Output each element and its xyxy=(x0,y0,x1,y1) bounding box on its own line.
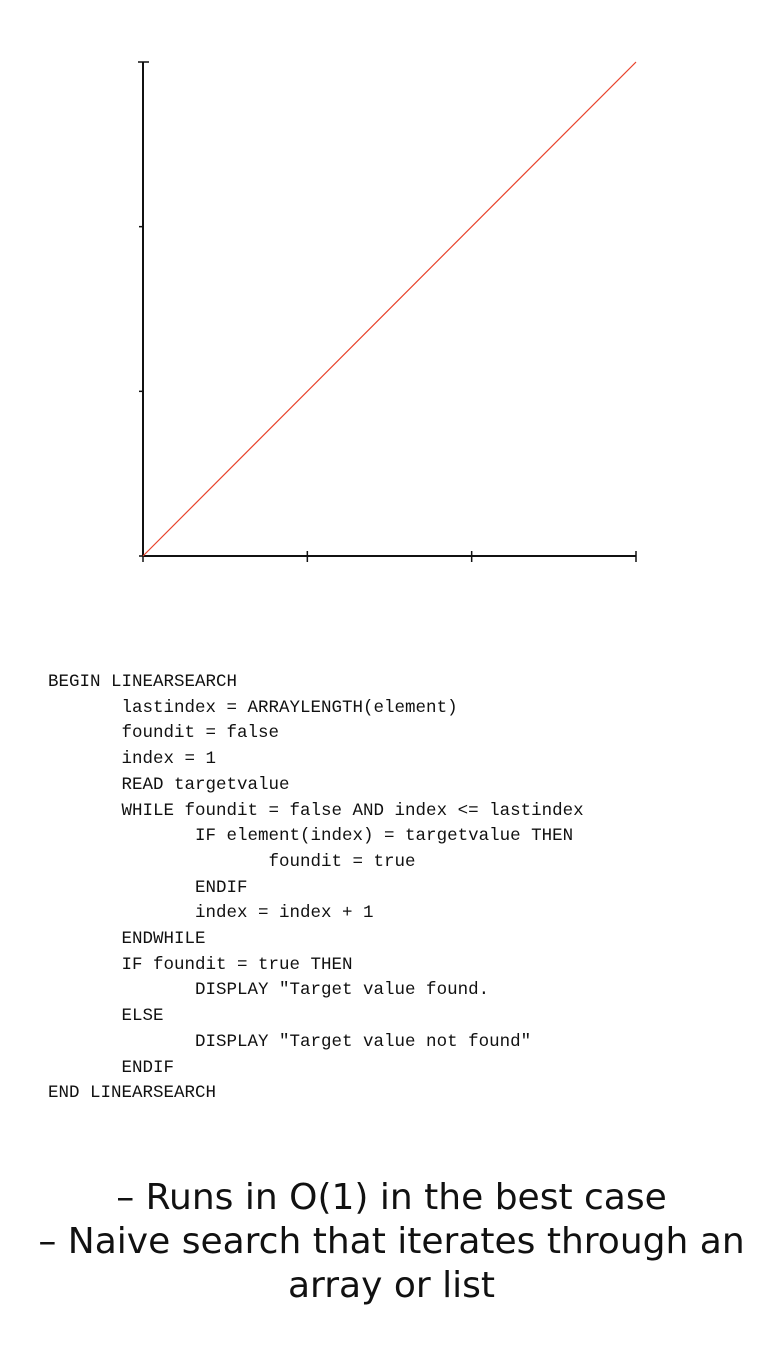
code-line: BEGIN LINEARSEARCH xyxy=(48,672,238,692)
code-line: ELSE xyxy=(48,1006,164,1027)
code-line: foundit = true xyxy=(48,851,416,872)
code-line: READ targetvalue xyxy=(48,774,290,795)
chart-ticks xyxy=(138,61,637,562)
note-naive-search: – Naive search that iterates through an xyxy=(38,1221,745,1262)
code-line: DISPLAY "Target value found. xyxy=(48,980,490,1001)
code-line: ENDWHILE xyxy=(48,929,206,950)
code-line: IF element(index) = targetvalue THEN xyxy=(48,826,574,847)
code-line: WHILE foundit = false AND index <= lasti… xyxy=(48,800,584,821)
code-line: lastindex = ARRAYLENGTH(element) xyxy=(48,697,458,718)
complexity-line-chart xyxy=(138,61,637,562)
code-line: END LINEARSEARCH xyxy=(48,1083,217,1104)
notes: – Runs in O(1) in the best case – Naive … xyxy=(0,1176,783,1308)
code-line: foundit = false xyxy=(48,723,280,744)
linear-search-pseudocode: BEGIN LINEARSEARCH lastindex = ARRAYLENG… xyxy=(48,670,584,1107)
note-array-or-list: array or list xyxy=(288,1265,495,1306)
code-line: IF foundit = true THEN xyxy=(48,954,353,975)
note-best-case: – Runs in O(1) in the best case xyxy=(116,1177,667,1218)
code-line: DISPLAY "Target value not found" xyxy=(48,1031,532,1052)
code-line: index = index + 1 xyxy=(48,903,374,924)
chart-series xyxy=(142,61,637,557)
series-line xyxy=(142,61,637,557)
chart-axes xyxy=(142,62,636,557)
code-line: ENDIF xyxy=(48,1057,175,1078)
code-line: ENDIF xyxy=(48,877,248,898)
code-line: index = 1 xyxy=(48,749,217,770)
